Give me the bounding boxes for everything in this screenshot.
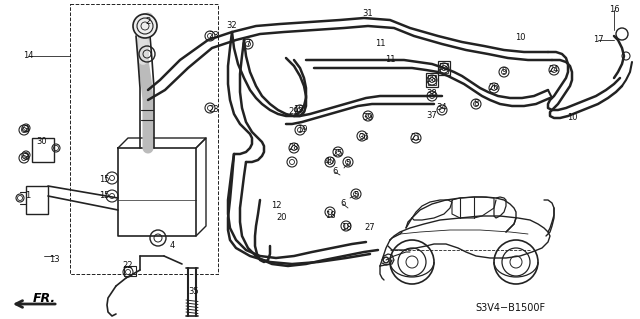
Text: 22: 22: [123, 261, 133, 270]
Bar: [438, 61, 450, 75]
Text: 32: 32: [227, 21, 237, 31]
Text: 16: 16: [609, 5, 620, 14]
Text: 11: 11: [375, 40, 385, 48]
Text: S3V4−B1500F: S3V4−B1500F: [475, 303, 545, 313]
Text: 35: 35: [189, 287, 199, 296]
Text: 5: 5: [353, 190, 358, 199]
Text: 14: 14: [23, 51, 33, 61]
Bar: [426, 73, 438, 87]
Text: 18: 18: [324, 211, 335, 219]
Text: 24: 24: [548, 65, 559, 75]
Text: 12: 12: [271, 202, 281, 211]
Text: 23: 23: [209, 32, 220, 41]
Bar: [124, 266, 136, 276]
Text: 34: 34: [436, 103, 447, 113]
Text: 28: 28: [289, 144, 300, 152]
Text: 6: 6: [332, 167, 338, 176]
Text: 37: 37: [427, 112, 437, 121]
Bar: [32, 138, 54, 162]
Bar: [440, 63, 448, 73]
Text: 15: 15: [99, 191, 109, 201]
Text: 33: 33: [438, 63, 449, 72]
Text: 17: 17: [593, 35, 604, 44]
Text: 19: 19: [297, 125, 307, 135]
Text: 8: 8: [474, 100, 479, 108]
Text: 6: 6: [340, 199, 346, 209]
Text: 38: 38: [427, 76, 437, 85]
Bar: [70, 4, 218, 274]
Text: 10: 10: [567, 114, 577, 122]
Text: 5: 5: [346, 159, 351, 167]
Text: 4: 4: [170, 241, 175, 250]
Text: 29: 29: [289, 108, 300, 116]
Text: 31: 31: [363, 10, 373, 19]
Circle shape: [133, 14, 157, 38]
Text: 20: 20: [276, 213, 287, 222]
Text: 25: 25: [333, 149, 343, 158]
Bar: [26, 186, 48, 214]
Text: 39: 39: [363, 114, 373, 122]
Text: 1: 1: [26, 191, 31, 201]
Text: 23: 23: [209, 106, 220, 115]
Text: 36: 36: [358, 133, 369, 143]
Text: 18: 18: [340, 224, 351, 233]
Text: 19: 19: [292, 106, 303, 115]
Text: FR.: FR.: [33, 292, 56, 305]
Text: 2: 2: [145, 18, 150, 26]
Text: 13: 13: [49, 256, 60, 264]
Text: 21: 21: [411, 133, 421, 143]
Text: 3: 3: [23, 125, 29, 135]
Text: 15: 15: [99, 175, 109, 184]
Text: 9: 9: [501, 68, 507, 77]
Text: 7: 7: [245, 40, 251, 48]
Text: 26: 26: [489, 84, 499, 93]
Text: 11: 11: [385, 56, 396, 64]
Text: 40: 40: [324, 158, 335, 167]
Text: 3: 3: [23, 153, 29, 162]
Text: 27: 27: [365, 224, 375, 233]
Text: 10: 10: [515, 33, 525, 42]
Bar: [428, 75, 436, 85]
Text: 38: 38: [427, 90, 437, 99]
Text: 30: 30: [36, 137, 47, 146]
